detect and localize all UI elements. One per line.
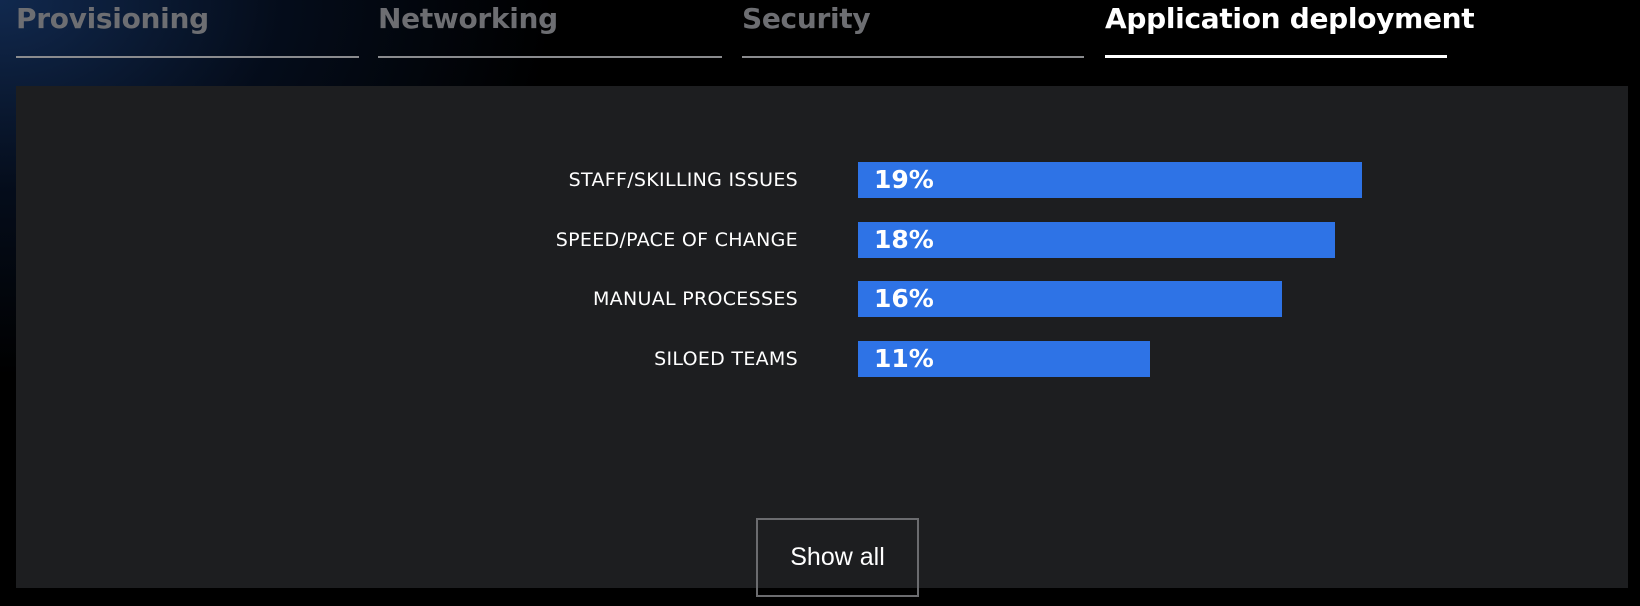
category-label: MANUAL PROCESSES: [592, 288, 798, 310]
tab-provisioning[interactable]: Provisioning: [16, 0, 359, 58]
chart-panel: STAFF/SKILLING ISSUES 19% SPEED/PACE OF CH…: [16, 86, 1628, 597]
tab-security[interactable]: Security: [742, 0, 1084, 58]
tab-label: Provisioning: [16, 2, 209, 35]
bar: [858, 162, 1362, 198]
bar: [858, 222, 1335, 258]
tab-label: Application deployment: [1105, 2, 1475, 35]
tab-networking[interactable]: Networking: [378, 0, 722, 58]
category-label: SPEED/PACE OF CHANGE: [555, 229, 798, 251]
bar-value-label: 19%: [874, 165, 934, 194]
bar: [858, 341, 1150, 377]
tab-application-deployment[interactable]: Application deployment: [1105, 0, 1475, 58]
show-all-button[interactable]: Show all: [756, 518, 919, 597]
tab-label: Networking: [378, 2, 558, 35]
bar-value-label: 16%: [874, 284, 934, 313]
tab-label: Security: [742, 2, 871, 35]
category-label: STAFF/SKILLING ISSUES: [568, 169, 798, 191]
bar-value-label: 11%: [874, 344, 934, 373]
category-label: SILOED TEAMS: [654, 348, 798, 370]
bar-value-label: 18%: [874, 225, 934, 254]
bar: [858, 281, 1282, 317]
